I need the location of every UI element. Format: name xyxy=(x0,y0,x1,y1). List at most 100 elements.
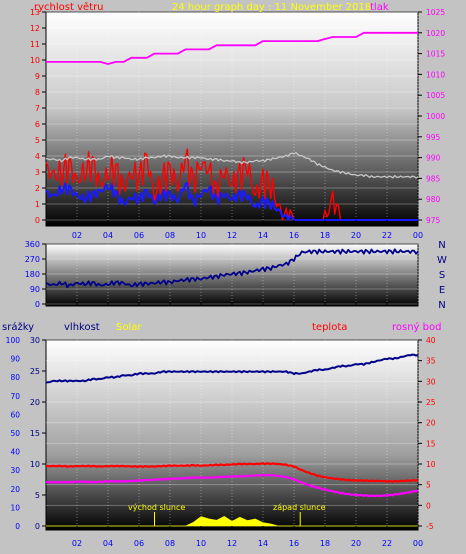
wind-gray-line xyxy=(45,151,419,179)
pressure-line xyxy=(46,31,418,65)
temperature-tick-label: 5 xyxy=(426,481,431,490)
humidity-tick-label: 10 xyxy=(30,460,40,469)
pressure-tick-label: 995 xyxy=(426,133,441,142)
time-tick-label: 02 xyxy=(72,231,82,240)
wind-speed-tick-label: 8 xyxy=(35,88,40,97)
time-tick-label: 06 xyxy=(134,539,144,548)
compass-label: S xyxy=(439,270,445,281)
wind-direction-tick-label: 360 xyxy=(25,240,40,249)
wind-direction-tick-label: 270 xyxy=(25,255,40,264)
pressure-tick-label: 1010 xyxy=(426,70,445,79)
rain-tick-label: 40 xyxy=(10,448,20,457)
time-tick-label: 16 xyxy=(289,539,299,548)
rain-tick-label: 90 xyxy=(10,355,20,364)
compass-label: N xyxy=(438,300,445,311)
humidity-tick-label: 30 xyxy=(30,336,40,345)
pressure-tick-label: 1000 xyxy=(426,112,445,121)
wind-direction-tick-label: 0 xyxy=(35,300,40,309)
rain-tick-label: 70 xyxy=(10,392,20,401)
wind-speed-tick-label: 1 xyxy=(35,200,40,209)
wind-speed-tick-label: 10 xyxy=(30,56,40,65)
time-tick-label: 04 xyxy=(103,231,113,240)
temperature-tick-label: 0 xyxy=(426,501,431,510)
pressure-tick-label: 1020 xyxy=(426,29,445,38)
temperature-tick-label: 35 xyxy=(426,357,436,366)
wind-pressure-plot-area xyxy=(45,11,419,227)
time-tick-label: 18 xyxy=(320,231,330,240)
compass-label: E xyxy=(439,285,445,296)
time-tick-label: 14 xyxy=(258,539,268,548)
time-tick-label: 02 xyxy=(72,539,82,548)
rain-tick-label: 0 xyxy=(15,522,20,531)
humidity-line xyxy=(45,353,419,384)
pressure-tick-label: 1025 xyxy=(426,8,445,17)
time-tick-label: 06 xyxy=(134,231,144,240)
humidity-tick-label: 5 xyxy=(35,491,40,500)
wind-speed-tick-label: 11 xyxy=(30,40,40,49)
rain-tick-label: 60 xyxy=(10,410,20,419)
pressure-tick-label: 1005 xyxy=(426,91,445,100)
temperature-tick-label: 30 xyxy=(426,377,436,386)
humidity-tick-label: 25 xyxy=(30,367,40,376)
page-title: 24 hour graph day : 11 November 2018 xyxy=(172,2,371,13)
time-tick-label: 00 xyxy=(413,539,423,548)
wind-speed-tick-label: 3 xyxy=(35,168,40,177)
climate-series xyxy=(45,353,419,527)
wind-speed-tick-label: 6 xyxy=(35,120,40,129)
temperature-line xyxy=(46,462,419,483)
wind-speed-tick-label: 12 xyxy=(30,24,40,33)
time-tick-label: 10 xyxy=(196,231,206,240)
dewpoint-line xyxy=(45,473,419,498)
wind-speed-label: rychlost větru xyxy=(34,1,104,13)
wind-speed-tick-label: 7 xyxy=(35,104,40,113)
time-tick-label: 10 xyxy=(196,539,206,548)
compass-label: W xyxy=(437,255,447,266)
wind-speed-tick-label: 2 xyxy=(35,184,40,193)
wind-direction-tick-label: 90 xyxy=(30,285,40,294)
time-tick-label: 04 xyxy=(103,539,113,548)
time-tick-label: 14 xyxy=(258,231,268,240)
time-tick-label: 20 xyxy=(351,231,361,240)
time-tick-label: 00 xyxy=(413,231,423,240)
time-tick-label: 08 xyxy=(165,231,175,240)
wind-speed-tick-label: 0 xyxy=(35,216,40,225)
wind-direction-tick-label: 180 xyxy=(25,270,40,279)
humidity-label: vlhkost xyxy=(64,322,100,333)
temperature-tick-label: 25 xyxy=(426,398,436,407)
pressure-tick-label: 975 xyxy=(426,216,441,225)
wind-speed-tick-label: 5 xyxy=(35,136,40,145)
wind-speed-tick-label: 4 xyxy=(35,152,40,161)
time-tick-label: 20 xyxy=(351,539,361,548)
time-tick-label: 12 xyxy=(227,231,237,240)
rain-tick-label: 30 xyxy=(10,466,20,475)
solar-area xyxy=(46,516,418,527)
rain-tick-label: 50 xyxy=(10,429,20,438)
humidity-tick-label: 20 xyxy=(30,398,40,407)
sunset-annotation: západ slunce xyxy=(273,503,326,512)
time-tick-label: 12 xyxy=(227,539,237,548)
wind-direction-series xyxy=(45,248,419,289)
time-tick-label: 22 xyxy=(382,539,392,548)
wind-speed-tick-label: 13 xyxy=(30,8,40,17)
temperature-tick-label: 20 xyxy=(426,419,436,428)
compass-label: N xyxy=(438,240,445,251)
wind-speed-tick-label: 9 xyxy=(35,72,40,81)
wind-pressure-axes: 02 04 06 08 10 12 14 16 18 20 22 000123456789101112… xyxy=(30,8,446,240)
humidity-tick-label: 15 xyxy=(30,429,40,438)
pressure-tick-label: 990 xyxy=(426,154,441,163)
dewpoint-label: rosný bod xyxy=(392,321,441,333)
temperature-tick-label: 15 xyxy=(426,439,436,448)
temperature-tick-label: 40 xyxy=(426,336,436,345)
pressure-tick-label: 980 xyxy=(426,195,441,204)
sunrise-annotation: východ slunce xyxy=(128,503,185,512)
rain-label: srážky xyxy=(2,321,34,333)
rain-tick-label: 20 xyxy=(10,485,20,494)
rain-tick-label: 80 xyxy=(10,373,20,382)
time-tick-label: 18 xyxy=(320,539,330,548)
temperature-tick-label: -5 xyxy=(426,522,434,531)
time-tick-label: 08 xyxy=(165,539,175,548)
pressure-label: tlak xyxy=(370,2,389,13)
rain-tick-label: 10 xyxy=(10,503,20,512)
